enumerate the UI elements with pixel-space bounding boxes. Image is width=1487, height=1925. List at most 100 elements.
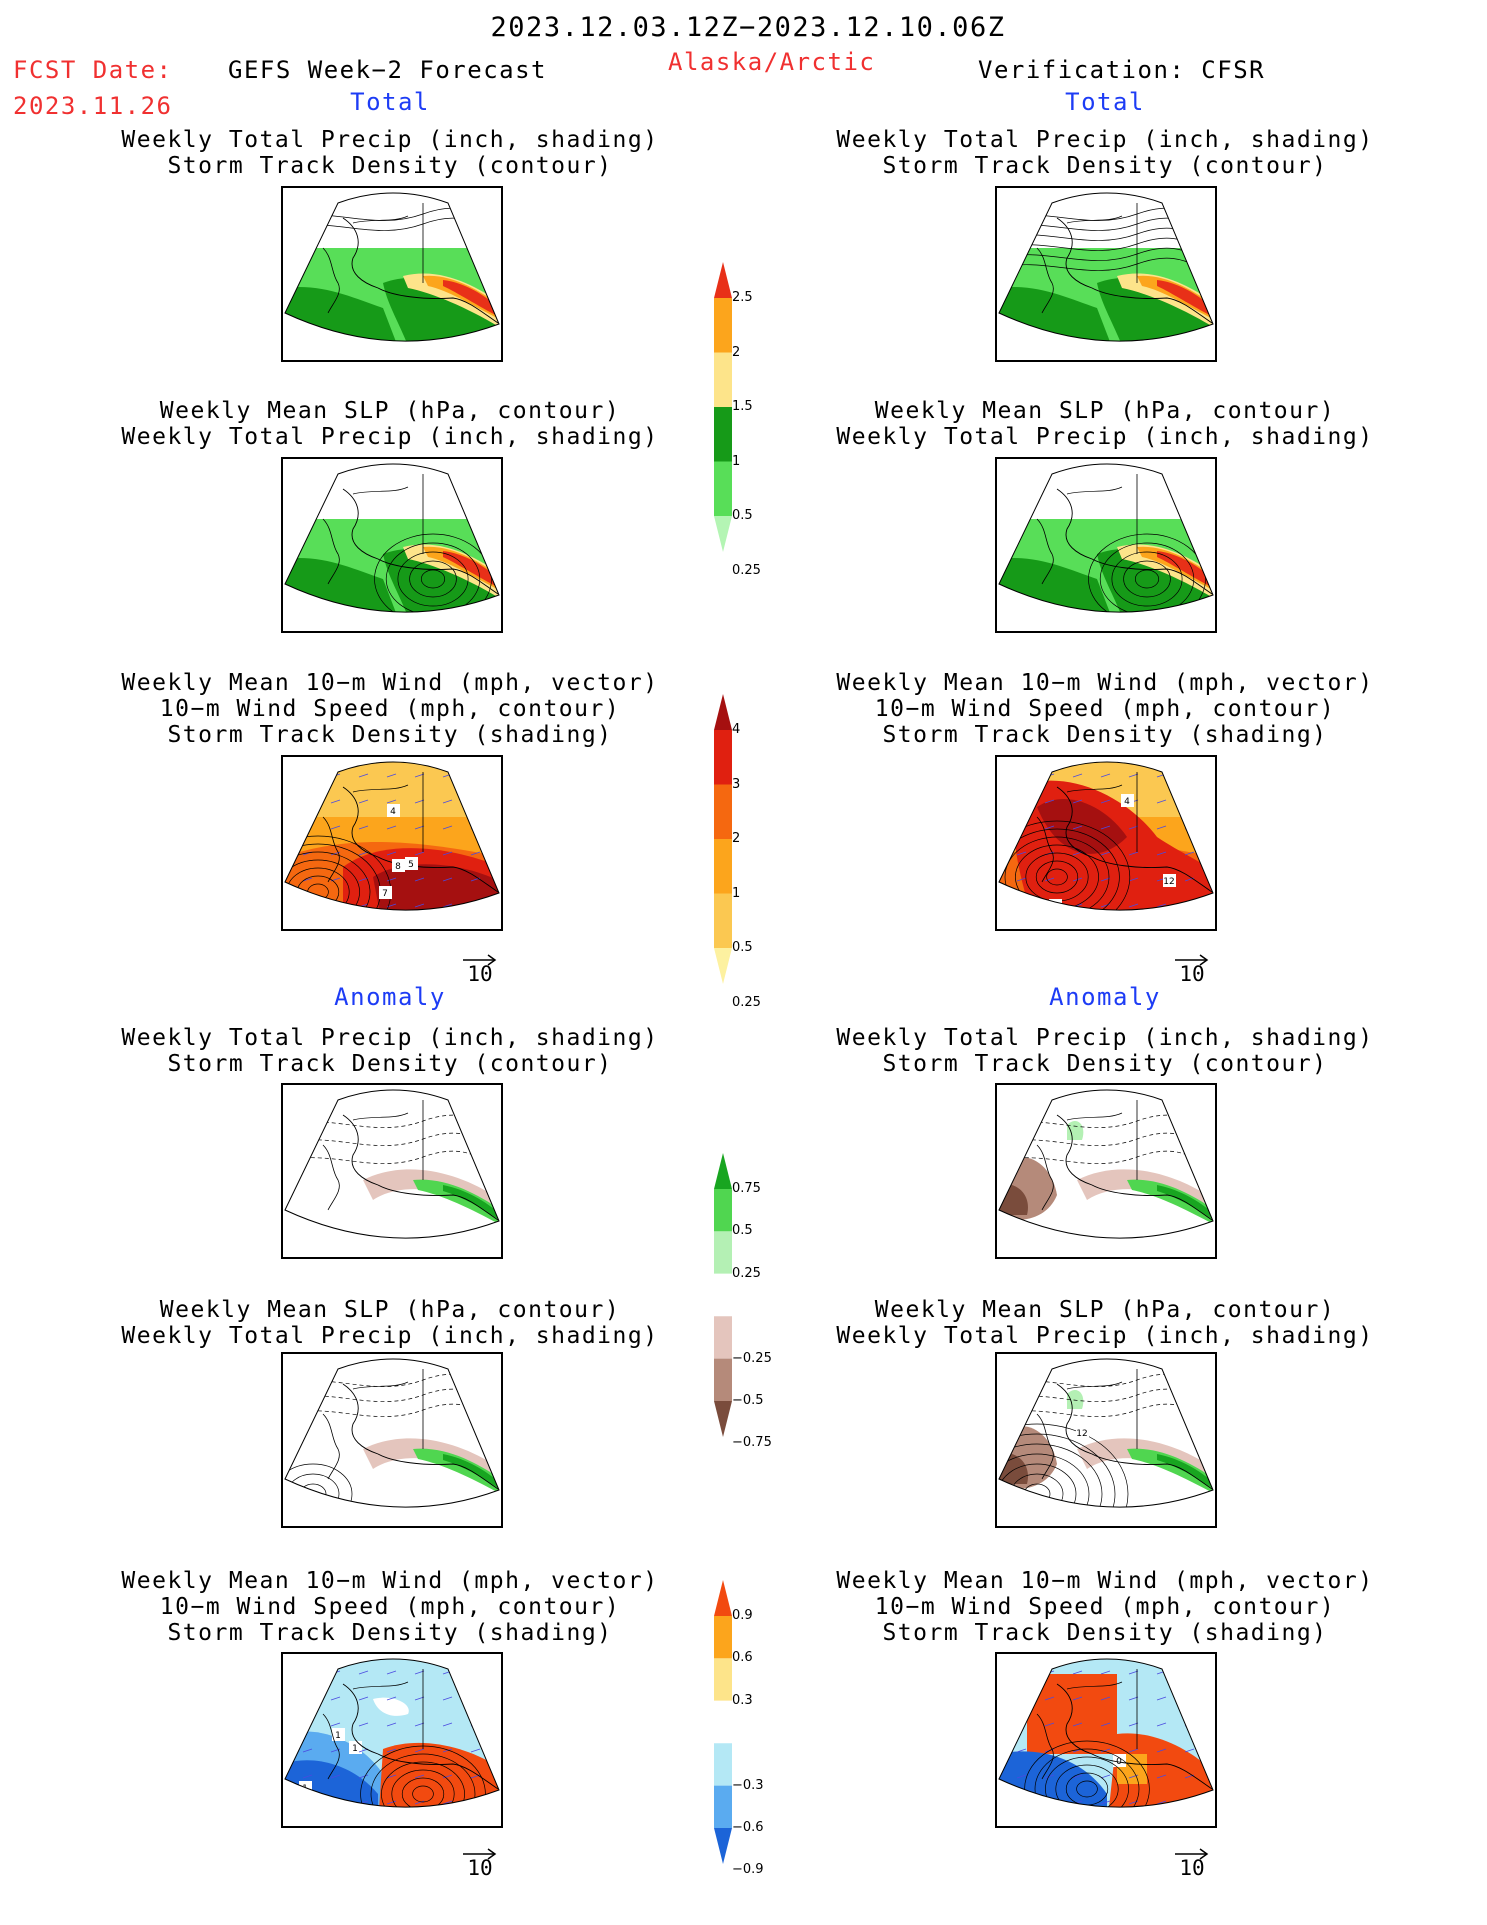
title-line: Weekly Total Precip (inch, shading) [121,127,659,153]
arrow-right-icon [460,1842,500,1860]
title-line: Weekly Total Precip (inch, shading) [836,1025,1374,1051]
contour-line [999,1132,1213,1146]
title-line: Storm Track Density (shading) [882,722,1328,748]
colorbar-track-total: 4 3 2 1 0.5 0.25 [712,694,802,1010]
title-line: Storm Track Density (contour) [167,1051,613,1077]
vector-reference-value: 10 [1179,1856,1205,1880]
wind-vector [1156,1722,1167,1727]
shaded-area [1157,280,1213,318]
shaded-area [403,273,499,328]
shaded-area [1067,1389,1084,1409]
wind-vector [1016,1800,1027,1805]
colorbar-label: −0.6 [732,1820,764,1835]
coastline [1056,217,1213,324]
contour-line [397,551,469,607]
contour-label-box [1113,1754,1126,1767]
wind-vector [442,851,453,856]
colorbar-segment [714,461,732,516]
contour-line [999,1423,1129,1508]
colorbar-label: 1.5 [732,399,753,414]
wind-vector [1184,903,1195,908]
map-domain-outline [998,192,1214,342]
coastline [342,1114,499,1221]
shaded-area [1157,551,1213,589]
wind-vector [414,1722,425,1727]
contour-line [391,1769,455,1808]
wind-vector [1184,851,1195,856]
map-precip-track-anom-cfsr [995,1083,1217,1259]
shaded-area [1127,1179,1213,1225]
wind-vector [1128,1696,1139,1701]
wind-vector [1016,773,1027,778]
wind-vector [358,877,369,882]
title-precip-track-r1: Weekly Total Precip (inch, shading) Stor… [805,127,1405,179]
wind-vector [330,825,341,830]
wind-vector [1044,877,1055,882]
wind-vector [358,1722,369,1727]
contour-label-box [387,804,400,817]
contour-line [1111,551,1183,607]
arrow-right-icon [1172,1842,1212,1860]
date-range-title: 2023.12.03.12Z−2023.12.10.06Z [490,12,1006,43]
coastline [1056,786,1213,893]
wind-vector [470,773,481,778]
map-domain-outline [998,1658,1214,1808]
wind-vector [386,851,397,856]
wind-vector [302,773,313,778]
vector-reference-key: 10 [460,948,500,986]
title-line: Weekly Total Precip (inch, shading) [836,424,1374,450]
colorbar-segment [714,1189,732,1232]
contour-line [385,542,481,613]
contour-label: 1 [302,1784,308,1794]
wind-vector [1044,1722,1055,1727]
title-line: Storm Track Density (shading) [167,1620,613,1646]
title-line: Weekly Total Precip (inch, shading) [836,1323,1374,1349]
colorbar-precip-anomaly: 0.75 0.5 0.25 −0.25 −0.5 −0.75 [712,1153,802,1450]
contour-line [1123,560,1171,598]
wind-vector [470,1800,481,1805]
contour-line [1045,1756,1129,1808]
colorbar-segment [714,262,732,298]
wind-vector [1100,1774,1111,1779]
title-wind-track-r2: Weekly Mean 10−m Wind (mph, vector) 10−m… [805,1568,1405,1646]
contour-line [1076,1780,1098,1798]
wind-vector [386,825,397,830]
shaded-area [423,275,499,320]
wind-vector [386,1748,397,1753]
product-name: GEFS Week−2 Forecast [228,56,547,84]
shaded-area [1013,780,1213,911]
shaded-area [443,1185,499,1221]
contour-label-box [1163,874,1176,887]
contour-label-box [1076,1426,1089,1439]
wind-vector [1128,903,1139,908]
wind-vector [1016,1748,1027,1753]
wind-vector [470,903,481,908]
title-wind-track-l2: Weekly Mean 10−m Wind (mph, vector) 10−m… [90,1568,690,1646]
colorbar-label: 1 [732,453,741,469]
wind-vector [1100,1670,1111,1675]
wind-vector [358,825,369,830]
colorbar-segment [714,1658,732,1701]
coastline [1056,1114,1213,1221]
wind-vector [1044,1696,1055,1701]
colorbar-segment [714,1231,732,1274]
wind-vector [1156,825,1167,830]
wind-vector [414,1696,425,1701]
wind-vector [470,851,481,856]
wind-vector [302,1670,313,1675]
wind-vector [1156,1748,1167,1753]
wind-vector [1016,1696,1027,1701]
contour-label-box [1121,794,1134,807]
colorbar-segment [714,948,732,984]
contour-line [1099,542,1195,613]
map-slp-precip-anom-cfsr: 12 [995,1352,1217,1528]
coastline [1056,488,1213,595]
wind-vector [1044,799,1055,804]
coastline [1036,518,1054,585]
contour-label-box [392,859,405,872]
title-wind-track-l1: Weekly Mean 10−m Wind (mph, vector) 10−m… [90,670,690,748]
vector-reference-key: 10 [1172,1842,1212,1880]
wind-vector [1044,1800,1055,1805]
contour-label: 4 [1124,797,1130,807]
